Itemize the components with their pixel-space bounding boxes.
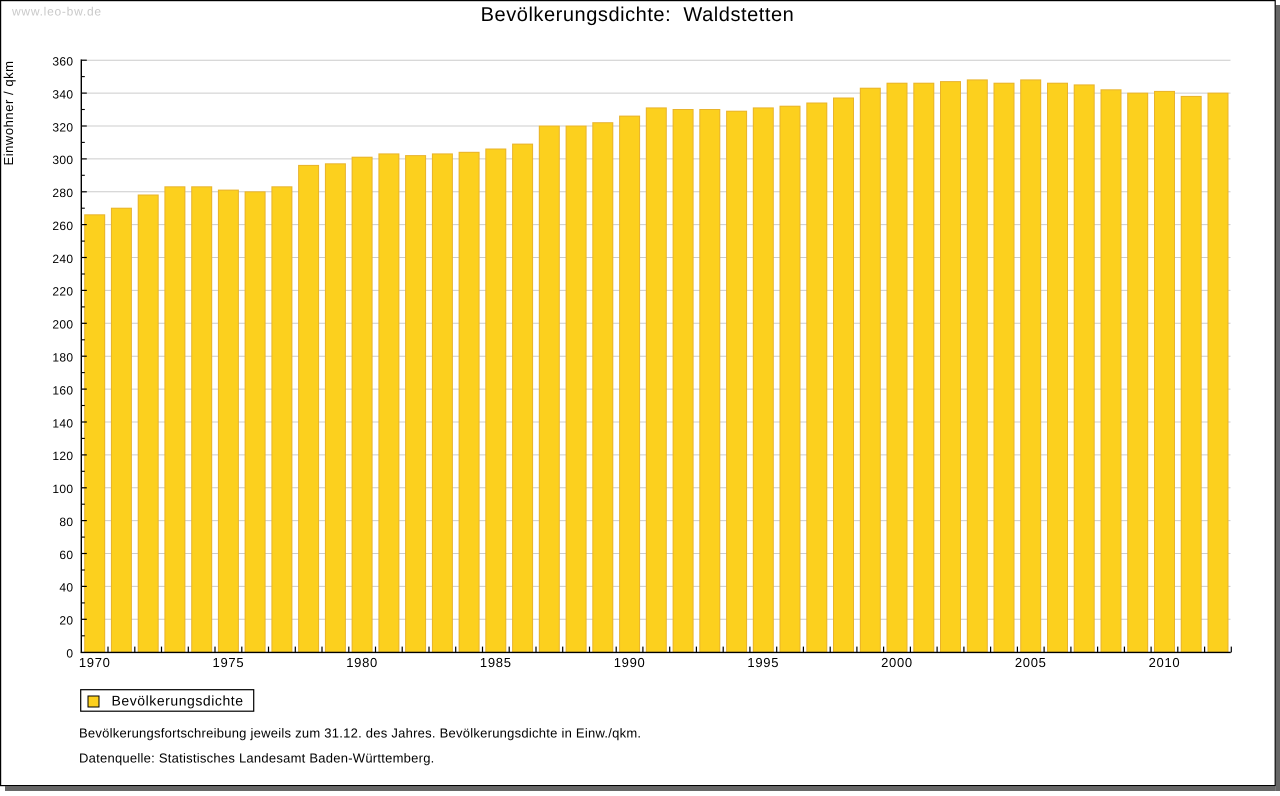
svg-text:Bevölkerungsdichte: Waldstett: Bevölkerungsdichte: Waldstetten (481, 4, 795, 26)
svg-text:120: 120 (52, 449, 73, 463)
svg-text:2000: 2000 (881, 655, 913, 670)
svg-text:160: 160 (52, 383, 73, 397)
svg-text:1975: 1975 (213, 655, 245, 670)
svg-text:140: 140 (52, 416, 73, 430)
svg-text:100: 100 (52, 482, 73, 496)
svg-text:40: 40 (59, 581, 73, 595)
svg-text:60: 60 (59, 548, 73, 562)
svg-text:260: 260 (52, 219, 73, 233)
svg-text:80: 80 (59, 515, 73, 529)
svg-text:1980: 1980 (346, 655, 378, 670)
svg-text:320: 320 (52, 120, 73, 134)
svg-text:2010: 2010 (1149, 655, 1181, 670)
svg-text:180: 180 (52, 351, 73, 365)
svg-text:280: 280 (52, 186, 73, 200)
svg-text:Datenquelle: Statistisches Lan: Datenquelle: Statistisches Landesamt Bad… (79, 751, 435, 766)
svg-text:360: 360 (52, 55, 73, 69)
svg-text:1990: 1990 (614, 655, 646, 670)
svg-text:200: 200 (52, 318, 73, 332)
svg-text:Bevölkerungsfortschreibung jew: Bevölkerungsfortschreibung jeweils zum 3… (79, 726, 641, 741)
svg-text:2005: 2005 (1015, 655, 1047, 670)
svg-text:300: 300 (52, 153, 73, 167)
svg-text:340: 340 (52, 87, 73, 101)
svg-text:20: 20 (59, 614, 73, 628)
svg-text:1985: 1985 (480, 655, 512, 670)
svg-text:1970: 1970 (79, 655, 111, 670)
svg-text:0: 0 (66, 647, 73, 661)
svg-text:www.leo-bw.de: www.leo-bw.de (11, 4, 102, 18)
svg-text:Einwohner / qkm: Einwohner / qkm (1, 60, 16, 165)
svg-text:220: 220 (52, 285, 73, 299)
svg-text:240: 240 (52, 252, 73, 266)
svg-text:Bevölkerungsdichte: Bevölkerungsdichte (112, 693, 244, 709)
svg-text:1995: 1995 (747, 655, 779, 670)
